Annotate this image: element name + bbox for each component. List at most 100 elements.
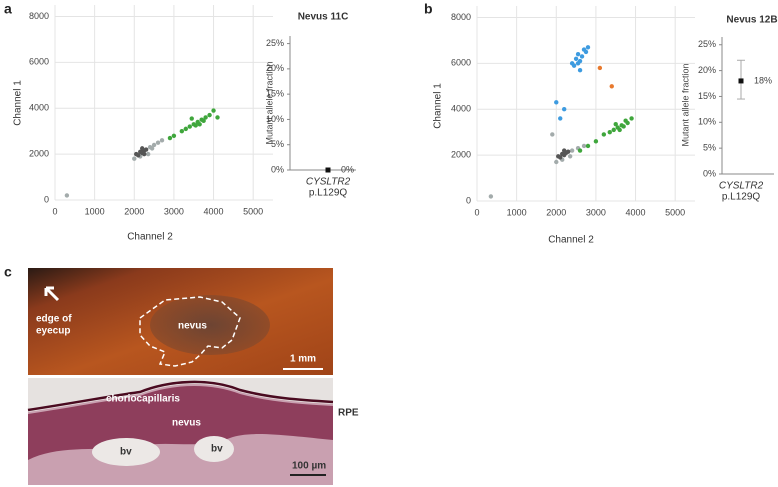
point — [575, 51, 581, 57]
point — [565, 149, 571, 154]
y-tick-label: 4000 — [451, 104, 471, 114]
point — [569, 148, 575, 153]
y-tick-label: 0 — [466, 195, 471, 205]
photo-label: nevus — [178, 321, 207, 332]
scale-label: 1 mm — [290, 354, 316, 365]
x-tick-label: 3000 — [164, 206, 184, 216]
point — [159, 138, 165, 143]
x-tick-label: 0 — [52, 206, 57, 216]
histology: choriocapillaris nevus RPE bv bv 100 µm — [27, 378, 359, 485]
point — [167, 135, 173, 141]
point — [583, 49, 589, 55]
x-tick-label: 3000 — [586, 207, 606, 217]
y-tick-label: 6000 — [451, 58, 471, 68]
y-tick-label: 2000 — [451, 149, 471, 159]
point — [611, 127, 616, 133]
point — [609, 84, 614, 89]
panel-label: a — [4, 1, 12, 17]
point — [187, 124, 192, 129]
x-tick-label: 4000 — [204, 206, 224, 216]
x-tick-label: 5000 — [665, 207, 685, 217]
panel-label: b — [424, 1, 433, 17]
y-tick-label: 20% — [698, 65, 716, 75]
point — [201, 118, 206, 124]
x-axis-label: Channel 2 — [127, 232, 173, 243]
x-tick-sublabel: p.L129Q — [309, 188, 348, 199]
x-tick-label: 1000 — [85, 206, 105, 216]
fundus-photo: edge of eyecup nevus 1 mm — [28, 268, 333, 375]
y-tick-label: 6000 — [29, 57, 49, 67]
point — [593, 139, 599, 144]
point — [623, 118, 628, 123]
y-tick-label: 2000 — [29, 148, 49, 158]
point — [601, 132, 607, 137]
point — [577, 148, 583, 153]
point — [136, 153, 141, 158]
point — [629, 116, 634, 121]
chart-title: Nevus 11C — [298, 12, 349, 23]
x-tick-label: 5000 — [243, 206, 263, 216]
histology-label: choriocapillaris — [106, 394, 180, 405]
scale-label: 100 µm — [292, 461, 326, 472]
point — [558, 155, 563, 160]
y-axis-label: Channel 1 — [13, 80, 24, 126]
y-tick-label: 5% — [703, 143, 716, 153]
y-tick-label: 0% — [271, 164, 284, 174]
point — [189, 116, 194, 121]
histology-label: bv — [120, 447, 132, 458]
photo-label: eyecup — [36, 326, 70, 337]
point — [207, 112, 212, 118]
x-tick-label: 2000 — [546, 207, 566, 217]
point — [203, 115, 208, 120]
point — [183, 126, 188, 132]
y-tick-label: 8000 — [29, 11, 49, 21]
point — [143, 147, 149, 152]
y-axis-label: Mutant allele fraction — [680, 63, 690, 146]
point — [141, 151, 147, 157]
point — [554, 159, 559, 165]
y-tick-label: 25% — [266, 38, 284, 48]
x-tick-label: CYSLTR2 — [306, 177, 351, 188]
y-tick-label: 10% — [266, 114, 284, 124]
histology-label: bv — [211, 444, 223, 455]
point — [575, 61, 581, 66]
y-tick-label: 5% — [271, 139, 284, 149]
y-axis-label: Channel 1 — [433, 83, 444, 129]
y-axis-label: Mutant allele fraction — [264, 61, 274, 144]
y-tick-label: 8000 — [451, 12, 471, 22]
point — [621, 124, 626, 129]
point — [558, 116, 563, 121]
point — [571, 63, 577, 68]
point — [567, 154, 573, 159]
point — [149, 146, 155, 151]
point — [325, 167, 331, 173]
point — [562, 148, 567, 153]
point — [738, 78, 744, 84]
x-tick-sublabel: p.L129Q — [722, 192, 761, 203]
point — [171, 133, 177, 138]
point — [193, 123, 198, 128]
y-tick-label: 4000 — [29, 103, 49, 113]
point — [211, 108, 216, 113]
point — [585, 45, 591, 50]
point — [145, 151, 151, 157]
point — [617, 127, 622, 133]
x-tick-label: 4000 — [626, 207, 646, 217]
value-label: 0% — [341, 164, 354, 174]
point — [562, 107, 567, 112]
chart-title: Nevus 12B — [726, 15, 777, 26]
x-tick-label: 0 — [474, 207, 479, 217]
y-tick-label: 15% — [698, 91, 716, 101]
point — [613, 121, 618, 127]
point — [579, 54, 585, 59]
photo-label: edge of — [36, 314, 72, 325]
y-tick-label: 25% — [698, 39, 716, 49]
histology-label: nevus — [172, 418, 201, 429]
value-label: 18% — [754, 75, 772, 85]
point — [554, 100, 559, 105]
x-tick-label: 2000 — [124, 206, 144, 216]
y-tick-label: 20% — [266, 63, 284, 73]
point — [155, 140, 161, 145]
point — [179, 128, 185, 134]
